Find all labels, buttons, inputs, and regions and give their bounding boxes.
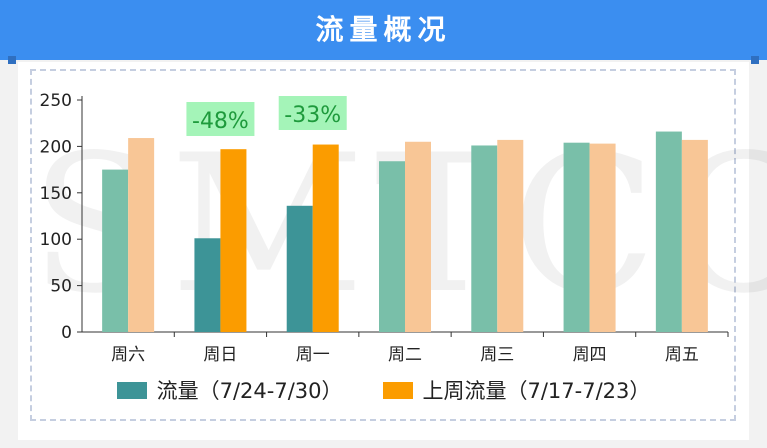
bar-current: [379, 161, 405, 332]
page-title: 流量概况: [315, 13, 452, 46]
header-bar: [0, 0, 767, 60]
change-badge: [186, 102, 255, 136]
bar-previous: [405, 141, 431, 332]
y-tick-label: 250: [40, 91, 72, 111]
bar-current: [471, 145, 498, 332]
change-badge-label: -33%: [284, 103, 341, 128]
header-tab-right: [751, 56, 759, 64]
bar-previous: [681, 139, 708, 332]
legend-item-previous: 上周流量（7/17-7/23）: [382, 375, 651, 405]
change-badge-label: -48%: [192, 109, 249, 134]
legend-label-current: 流量（7/24-7/30）: [156, 379, 343, 403]
x-tick-label: 周四: [573, 345, 607, 365]
x-tick-label: 周日: [203, 345, 237, 365]
bar-current: [102, 169, 129, 332]
y-tick-label: 150: [40, 184, 72, 204]
bar-current: [286, 205, 313, 332]
bar-current: [655, 131, 682, 332]
change-badge: [278, 96, 347, 130]
x-tick-label: 周二: [388, 345, 422, 365]
y-tick-label: 100: [40, 230, 72, 250]
header-tab-left: [8, 56, 16, 64]
y-tick-label: 0: [61, 323, 72, 343]
legend: 流量（7/24-7/30） 上周流量（7/17-7/23）: [0, 372, 767, 408]
legend-swatch-previous: [382, 381, 413, 399]
bar-previous: [589, 143, 616, 332]
bar-previous: [220, 149, 247, 332]
x-tick-label: 周一: [296, 345, 330, 365]
bar-previous: [497, 139, 524, 332]
legend-item-current: 流量（7/24-7/30）: [116, 375, 343, 405]
legend-label-previous: 上周流量（7/17-7/23）: [422, 379, 651, 403]
y-tick-label: 200: [40, 137, 72, 157]
legend-swatch-current: [116, 381, 147, 399]
bar-previous: [128, 138, 155, 332]
y-tick-label: 50: [50, 277, 72, 297]
x-tick-label: 周五: [665, 345, 699, 365]
dashed-frame: [30, 69, 736, 421]
bar-current: [194, 238, 221, 332]
x-tick-label: 周三: [480, 345, 514, 365]
x-tick-label: 周六: [111, 345, 145, 365]
bar-current: [563, 142, 590, 332]
bar-previous: [312, 144, 339, 332]
